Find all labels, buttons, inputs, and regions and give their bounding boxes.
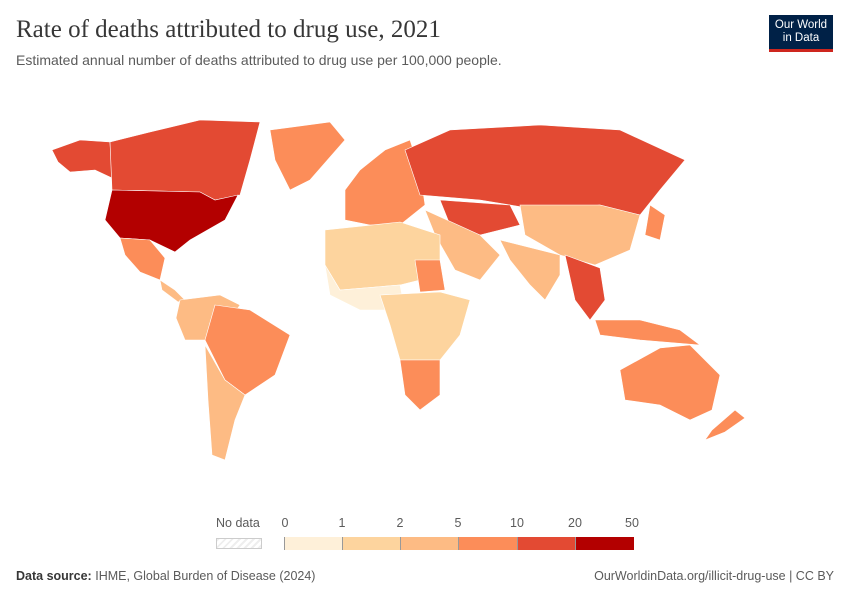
region-usa[interactable] (104, 189, 239, 253)
legend-bin-20-50[interactable] (575, 537, 634, 550)
region-brazil[interactable] (204, 304, 291, 396)
region-south-america-south[interactable] (204, 344, 246, 461)
owid-logo[interactable]: Our World in Data (769, 15, 833, 52)
legend-tick: 0 (281, 516, 289, 530)
region-southeast-asia[interactable] (564, 254, 606, 321)
no-data-swatch[interactable] (216, 538, 262, 549)
legend-tick: 2 (396, 516, 404, 530)
region-new-zealand[interactable] (704, 409, 746, 441)
region-sudan[interactable] (414, 259, 446, 293)
legend-tick: 50 (625, 516, 639, 530)
region-greenland[interactable] (269, 121, 346, 191)
data-source: Data source: IHME, Global Burden of Dise… (16, 569, 316, 583)
region-central-africa[interactable] (379, 291, 471, 361)
source-url-link[interactable]: OurWorldinData.org/illicit-drug-use | CC… (594, 569, 834, 583)
legend-bin-5-10[interactable] (458, 537, 517, 550)
region-japan[interactable] (644, 204, 666, 241)
region-australia[interactable] (619, 344, 721, 421)
legend-bin-0-1[interactable] (284, 537, 342, 550)
no-data-label: No data (216, 516, 260, 530)
region-indonesia[interactable] (594, 319, 702, 346)
region-mexico[interactable] (119, 237, 166, 281)
world-map[interactable] (0, 100, 850, 500)
region-canada[interactable] (109, 119, 261, 201)
region-russia[interactable] (404, 124, 686, 216)
region-china[interactable] (519, 204, 641, 266)
region-alaska[interactable] (51, 139, 113, 179)
region-southern-africa[interactable] (399, 359, 441, 411)
legend-bin-2-5[interactable] (400, 537, 458, 550)
region-central-america[interactable] (159, 279, 186, 303)
legend-tick: 1 (338, 516, 346, 530)
legend-tick: 10 (510, 516, 524, 530)
region-india[interactable] (499, 239, 561, 301)
chart-subtitle: Estimated annual number of deaths attrib… (16, 52, 502, 68)
legend-bin-1-2[interactable] (342, 537, 400, 550)
legend-tick: 5 (454, 516, 462, 530)
legend: No data 0 1 2 5 10 20 50 (0, 516, 850, 556)
chart-title: Rate of deaths attributed to drug use, 2… (16, 16, 441, 43)
legend-bin-10-20[interactable] (517, 537, 575, 550)
legend-tick: 20 (568, 516, 582, 530)
